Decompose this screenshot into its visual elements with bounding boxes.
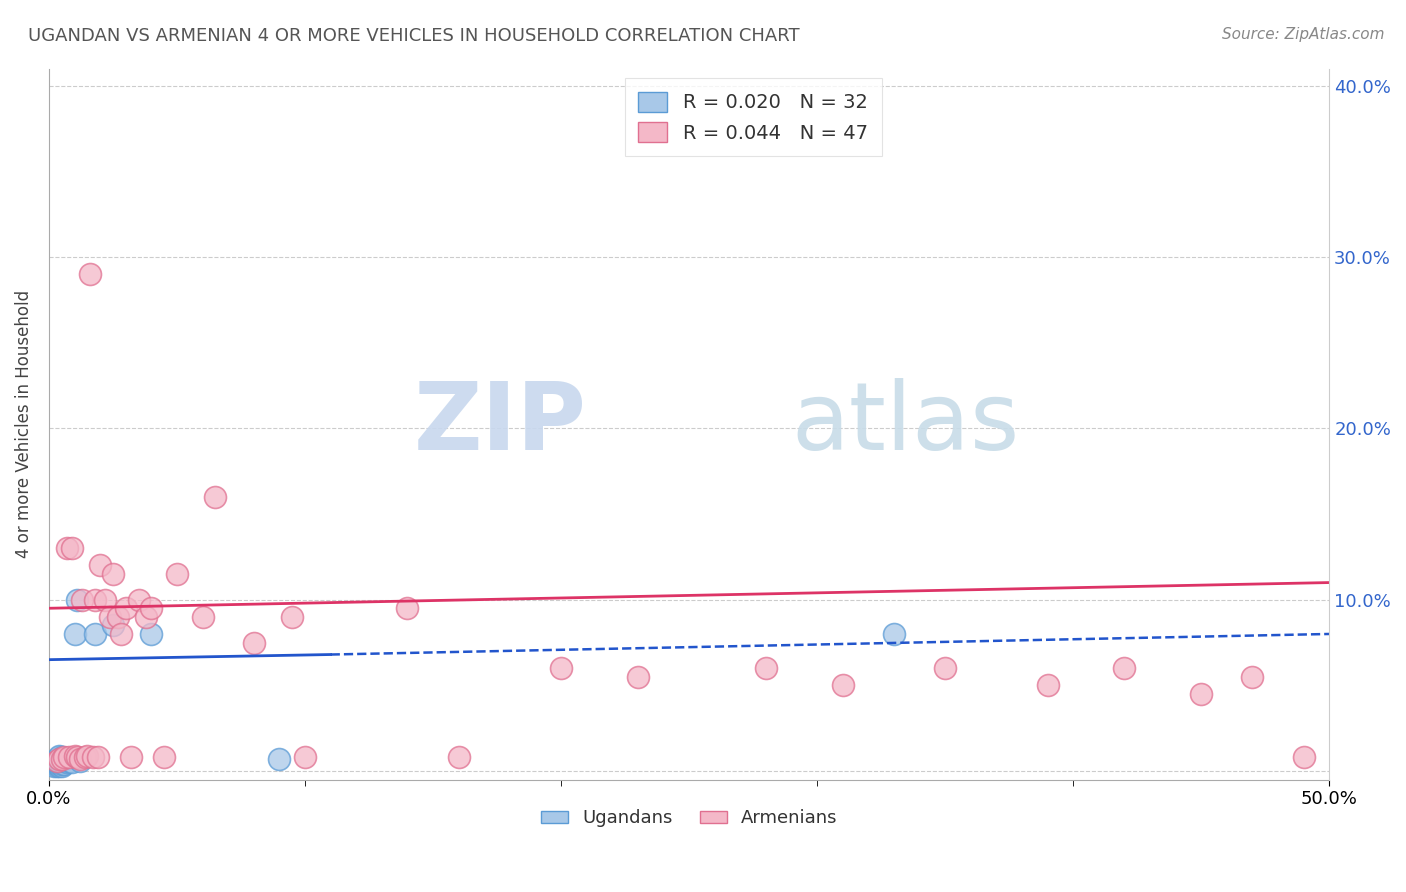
Point (755, 661, 778, 675)
Point (120, 750, 142, 764)
Point (45, 754, 67, 768)
Point (94, 592, 117, 607)
Text: Source: ZipAtlas.com: Source: ZipAtlas.com (1222, 27, 1385, 42)
Point (48, 756, 70, 770)
Point (60, 541, 83, 556)
Point (82, 750, 104, 764)
Point (76, 748, 98, 763)
Point (45, 759, 67, 773)
Point (51, 757, 73, 772)
Point (281, 610, 304, 624)
Point (63, 627, 86, 641)
Point (101, 618, 124, 632)
Point (110, 627, 132, 641)
Point (89, 558, 111, 573)
Point (550, 661, 572, 675)
Point (58, 750, 80, 764)
Point (84, 592, 107, 607)
Point (166, 566, 188, 581)
Point (63, 748, 86, 763)
Text: UGANDAN VS ARMENIAN 4 OR MORE VEHICLES IN HOUSEHOLD CORRELATION CHART: UGANDAN VS ARMENIAN 4 OR MORE VEHICLES I… (28, 27, 800, 45)
Point (101, 566, 124, 581)
Point (48, 748, 70, 763)
Point (128, 592, 150, 607)
Point (48, 752, 70, 766)
Point (1241, 670, 1264, 684)
Point (135, 610, 157, 624)
Point (51, 752, 73, 766)
Point (79, 267, 101, 281)
Point (51, 759, 73, 773)
Point (153, 750, 176, 764)
Point (243, 635, 266, 649)
Point (1114, 661, 1136, 675)
Point (51, 752, 73, 766)
Point (141, 601, 163, 615)
Y-axis label: 4 or more Vehicles in Household: 4 or more Vehicles in Household (15, 290, 32, 558)
Point (627, 670, 650, 684)
Point (883, 627, 905, 641)
Point (69, 754, 91, 768)
Point (48, 759, 70, 773)
Point (66, 592, 89, 607)
Point (191, 610, 214, 624)
Point (1189, 687, 1212, 701)
Point (86, 750, 108, 764)
Point (48, 754, 70, 768)
Point (1036, 678, 1059, 692)
Point (51, 754, 73, 768)
Point (447, 750, 470, 764)
Point (84, 627, 107, 641)
Point (69, 752, 91, 766)
Point (53, 754, 76, 768)
Point (72, 592, 94, 607)
Point (934, 661, 956, 675)
Point (53, 750, 76, 764)
Point (141, 627, 163, 641)
Point (56, 756, 79, 770)
Point (42, 759, 65, 773)
Point (294, 750, 316, 764)
Point (45, 756, 67, 770)
Point (73, 750, 96, 764)
Point (1292, 750, 1315, 764)
Point (48, 750, 70, 764)
Point (269, 752, 291, 766)
Point (51, 750, 73, 764)
Point (48, 752, 70, 766)
Point (56, 752, 79, 766)
Point (48, 757, 70, 772)
Text: atlas: atlas (792, 378, 1019, 470)
Point (831, 678, 853, 692)
Point (114, 601, 136, 615)
Point (66, 750, 89, 764)
Point (107, 610, 129, 624)
Point (396, 601, 419, 615)
Point (45, 757, 67, 772)
Point (60, 756, 83, 770)
Point (56, 541, 79, 556)
Point (58, 754, 80, 768)
Point (45, 754, 67, 768)
Point (100, 610, 122, 624)
Legend: Ugandans, Armenians: Ugandans, Armenians (533, 802, 845, 835)
Point (53, 757, 76, 772)
Point (51, 756, 73, 770)
Text: ZIP: ZIP (413, 378, 586, 470)
Point (204, 490, 226, 504)
